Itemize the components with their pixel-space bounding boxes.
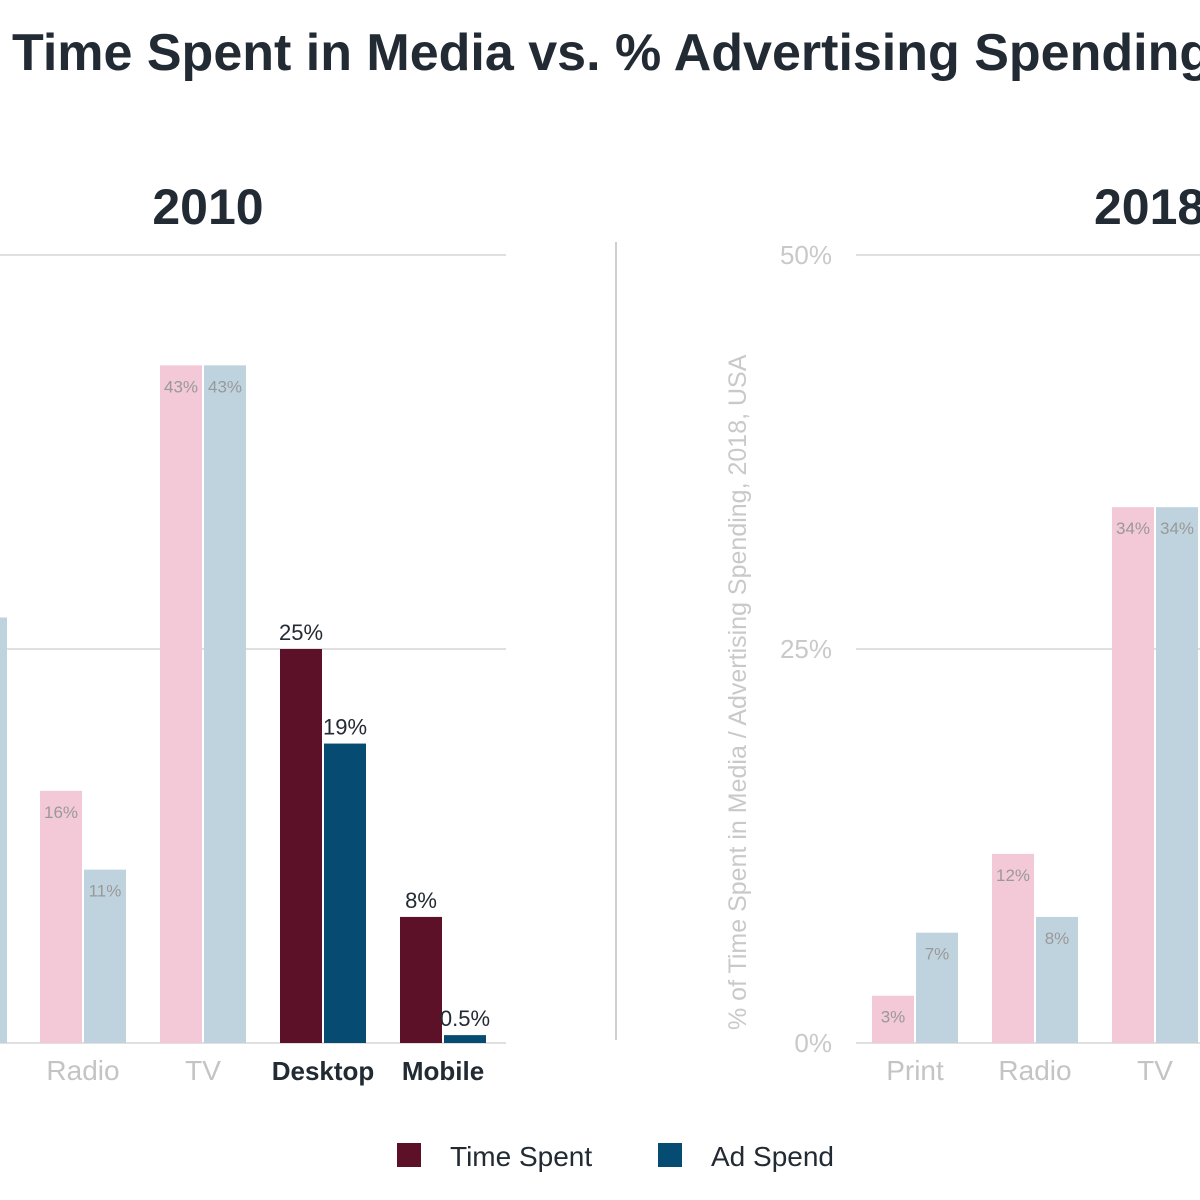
data-label-2018-radio-time-spent: 12% [996, 866, 1030, 885]
bar-2010-tv-time-spent [160, 365, 202, 1043]
legend-label-ad-spend: Ad Spend [711, 1141, 834, 1172]
data-label-2010-tv-time-spent: 43% [164, 377, 198, 396]
bar-2018-radio-ad-spend [1036, 916, 1078, 1043]
data-label-2010-mobile-ad-spend: 0.5% [440, 1006, 490, 1031]
panel-title-2010: 2010 [152, 179, 263, 235]
y-axis-label-2018: % of Time Spent in Media / Advertising S… [724, 354, 752, 1030]
data-label-2010-mobile-time-spent: 8% [405, 888, 437, 913]
x-tick-2010-radio: Radio [46, 1055, 119, 1086]
bar-2010-radio-ad-spend [84, 869, 126, 1043]
data-label-2018-tv-ad-spend: 34% [1160, 519, 1194, 538]
bar-2010-mobile-ad-spend [444, 1035, 486, 1043]
panel-2018: 0% 25% 50% 3% 7% Print 12% 8% Radio 34% 34% TV [780, 240, 1200, 1086]
bar-2018-tv-time-spent [1112, 507, 1154, 1043]
legend-label-time-spent: Time Spent [450, 1141, 592, 1172]
x-tick-2010-mobile: Mobile [402, 1056, 484, 1086]
chart-title: Time Spent in Media vs. % Advertising Sp… [12, 24, 1200, 82]
x-tick-2018-radio: Radio [998, 1055, 1071, 1086]
y-tick-2018-0: 0% [794, 1028, 832, 1058]
legend: Time Spent Ad Spend [397, 1141, 834, 1172]
data-label-2010-tv-ad-spend: 43% [208, 377, 242, 396]
bar-2018-tv-ad-spend [1156, 507, 1198, 1043]
bar-2010-desktop-ad-spend [324, 743, 366, 1043]
bar-2010-radio-time-spent [40, 790, 82, 1043]
y-tick-2018-25: 25% [780, 634, 832, 664]
data-label-2010-radio-time-spent: 16% [44, 803, 78, 822]
data-label-2010-desktop-ad-spend: 19% [323, 715, 367, 740]
bar-2010-tv-ad-spend [204, 365, 246, 1043]
panel-title-2018: 2018 [1094, 179, 1200, 235]
bar-2018-print-ad-spend [916, 932, 958, 1043]
data-label-2010-desktop-time-spent: 25% [279, 620, 323, 645]
data-label-2018-tv-time-spent: 34% [1116, 519, 1150, 538]
y-tick-2018-50: 50% [780, 240, 832, 270]
x-tick-2018-tv: TV [1137, 1055, 1173, 1086]
bar-2010-desktop-time-spent [280, 649, 322, 1043]
data-label-2018-print-time-spent: 3% [881, 1008, 906, 1027]
legend-swatch-ad-spend [658, 1143, 682, 1167]
bar-2018-print-time-spent [872, 995, 914, 1043]
x-tick-2010-desktop: Desktop [272, 1056, 375, 1086]
data-label-2018-radio-ad-spend: 8% [1045, 929, 1070, 948]
legend-swatch-time-spent [397, 1143, 421, 1167]
x-tick-2018-print: Print [886, 1055, 944, 1086]
bar-2018-radio-time-spent [992, 853, 1034, 1043]
bar-2010-mobile-time-spent [400, 916, 442, 1043]
data-label-2018-print-ad-spend: 7% [925, 945, 950, 964]
x-tick-2010-tv: TV [185, 1055, 221, 1086]
bar-2010-partial-ad-spend [0, 617, 7, 1043]
data-label-2010-radio-ad-spend: 11% [89, 882, 122, 901]
panel-2010: 16% 11% Radio 43% 43% TV 25% 19% Desktop 8% 0.5% Mo… [0, 254, 506, 1086]
